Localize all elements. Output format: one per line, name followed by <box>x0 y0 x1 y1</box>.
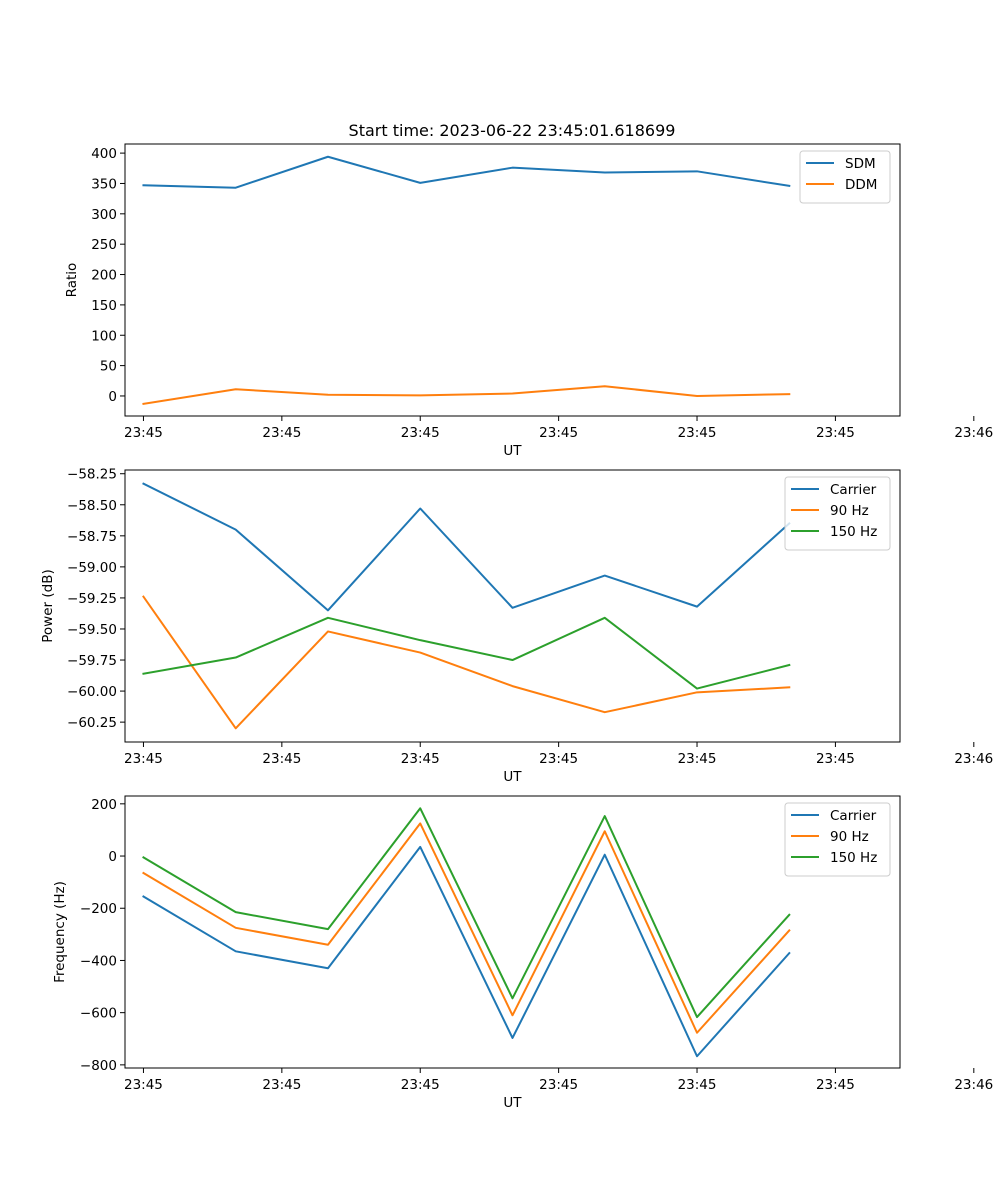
y-tick-label: −59.00 <box>67 560 117 576</box>
y-tick-label: −400 <box>80 953 117 969</box>
y-tick-label: −600 <box>80 1006 117 1022</box>
legend-label: 150 Hz <box>830 850 877 866</box>
x-tick-label: 23:46 <box>954 751 993 767</box>
x-axis-label: UT <box>503 443 522 459</box>
x-tick-label: 23:45 <box>262 751 301 767</box>
x-tick-label: 23:45 <box>539 425 578 441</box>
legend-label: 90 Hz <box>830 503 869 519</box>
chart-panel-2: 23:45 23:45 23:45 23:45 23:45 23:45 23:46 −58.2… <box>40 467 993 785</box>
x-tick-label: 23:45 <box>816 1077 855 1093</box>
y-tick-label: −60.25 <box>67 715 117 731</box>
y-tick-label: −58.75 <box>67 529 117 545</box>
legend-label: SDM <box>845 156 876 172</box>
x-tick-label: 23:45 <box>678 425 717 441</box>
y-tick-label: −59.75 <box>67 653 117 669</box>
x-tick-label: 23:45 <box>539 1077 578 1093</box>
y-tick-label: 250 <box>91 237 117 253</box>
y-axis-label: Ratio <box>64 263 80 298</box>
x-tick-label: 23:46 <box>954 1077 993 1093</box>
x-tick-label: 23:45 <box>539 751 578 767</box>
x-tick-label: 23:45 <box>124 425 163 441</box>
x-tick-label: 23:45 <box>262 1077 301 1093</box>
axes-frame <box>124 469 901 743</box>
axes-frame <box>124 795 901 1069</box>
legend: Carrier 90 Hz 150 Hz <box>784 476 891 551</box>
x-tick-label: 23:46 <box>954 425 993 441</box>
x-tick-label: 23:45 <box>678 751 717 767</box>
x-tick-label: 23:45 <box>262 425 301 441</box>
legend-label: 90 Hz <box>830 829 869 845</box>
y-tick-label: 100 <box>91 328 117 344</box>
y-tick-label: 350 <box>91 176 117 192</box>
y-tick-label: 0 <box>108 389 117 405</box>
series-line-150-hz <box>142 807 791 1019</box>
legend: Carrier 90 Hz 150 Hz <box>784 802 891 877</box>
series-line-150-hz <box>142 616 791 690</box>
series-line-ddm <box>142 385 791 406</box>
y-axis-label: Power (dB) <box>40 569 56 642</box>
x-tick-label: 23:45 <box>678 1077 717 1093</box>
y-tick-label: 200 <box>91 268 117 284</box>
chart-panel-3: 23:45 23:45 23:45 23:45 23:45 23:45 23:46 200 0 −… <box>52 795 993 1111</box>
x-tick-label: 23:45 <box>124 751 163 767</box>
x-tick-label: 23:45 <box>401 751 440 767</box>
series-line-90-hz <box>142 822 791 1034</box>
y-tick-label: −59.25 <box>67 591 117 607</box>
legend-label: Carrier <box>830 482 877 498</box>
y-tick-label: −800 <box>80 1058 117 1074</box>
series-line-carrier <box>142 845 791 1058</box>
x-tick-label: 23:45 <box>816 751 855 767</box>
x-axis-label: UT <box>503 1095 522 1111</box>
x-tick-label: 23:45 <box>401 425 440 441</box>
x-tick-label: 23:45 <box>816 425 855 441</box>
y-tick-label: −59.50 <box>67 622 117 638</box>
chart-panels: 23:45 23:45 23:45 23:45 23:45 23:45 23:46 0 50 10… <box>40 143 993 1111</box>
legend-label: DDM <box>845 177 877 193</box>
axes-frame <box>124 143 901 417</box>
figure-title: Start time: 2023-06-22 23:45:01.618699 <box>349 121 676 140</box>
y-tick-label: 0 <box>108 849 117 865</box>
x-tick-label: 23:45 <box>401 1077 440 1093</box>
y-tick-label: −58.50 <box>67 498 117 514</box>
y-tick-label: 150 <box>91 298 117 314</box>
legend-label: Carrier <box>830 808 877 824</box>
legend: SDM DDM <box>799 150 891 204</box>
y-axis-label: Frequency (Hz) <box>52 881 68 983</box>
x-tick-label: 23:45 <box>124 1077 163 1093</box>
y-tick-label: −200 <box>80 901 117 917</box>
y-tick-label: −60.00 <box>67 684 117 700</box>
series-line-carrier <box>142 482 791 612</box>
x-axis-label: UT <box>503 769 522 785</box>
y-tick-label: 200 <box>91 797 117 813</box>
y-tick-label: 50 <box>100 359 117 375</box>
y-tick-label: 400 <box>91 146 117 162</box>
series-line-90-hz <box>142 595 791 730</box>
chart-panel-1: 23:45 23:45 23:45 23:45 23:45 23:45 23:46 0 50 10… <box>64 143 993 459</box>
y-tick-label: −58.25 <box>67 467 117 483</box>
y-tick-label: 300 <box>91 207 117 223</box>
legend-label: 150 Hz <box>830 524 877 540</box>
series-line-sdm <box>142 155 791 189</box>
